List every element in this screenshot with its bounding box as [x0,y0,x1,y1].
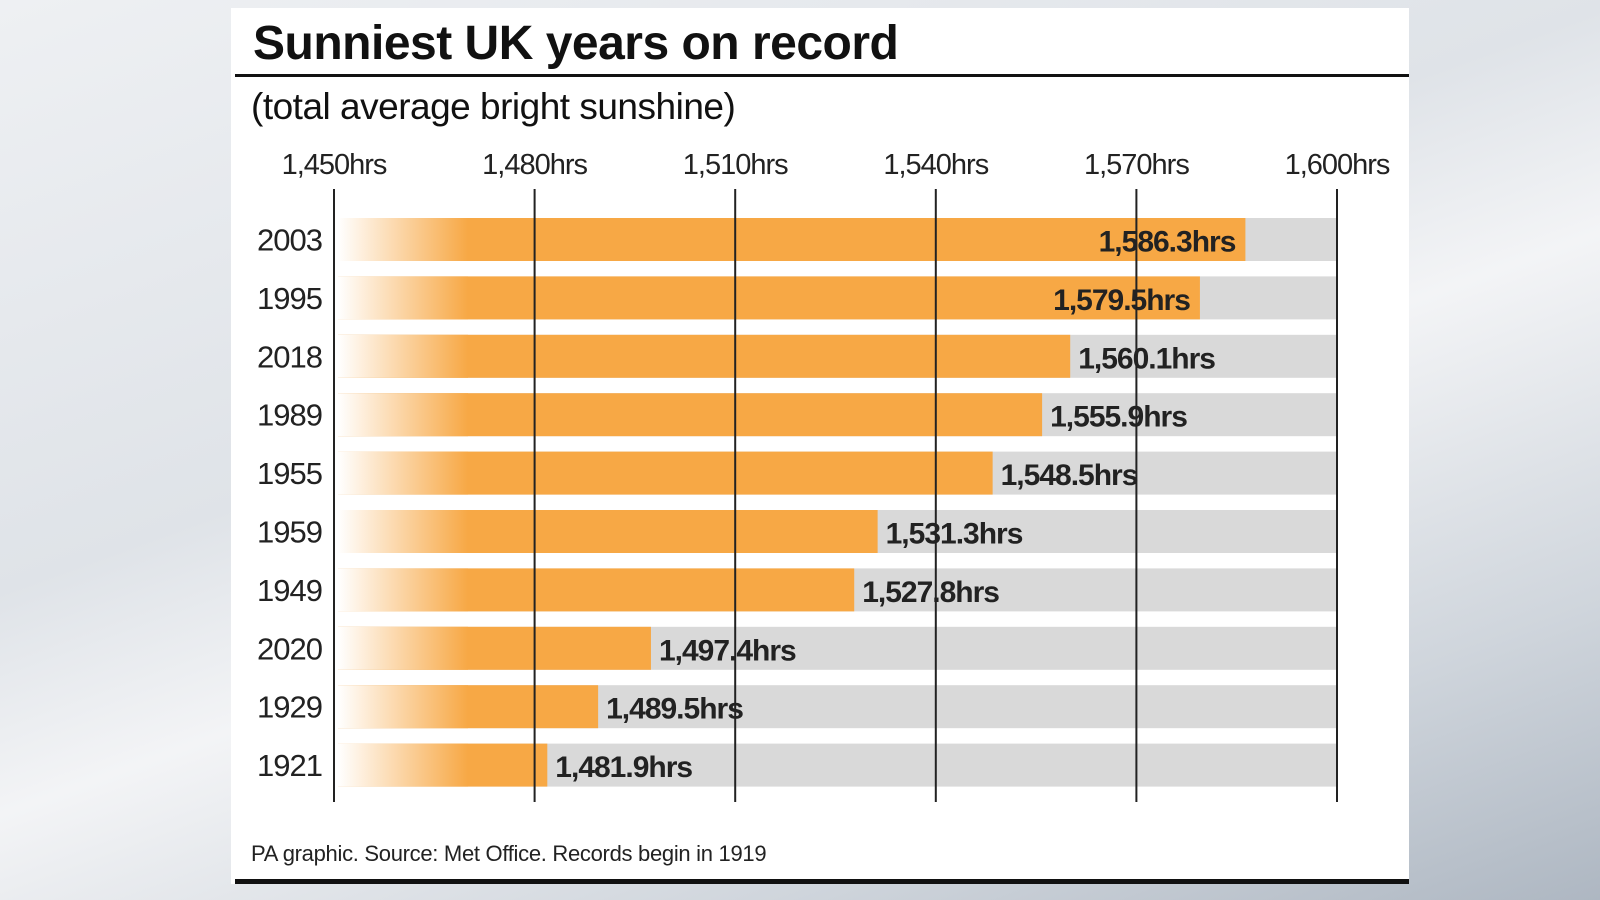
value-label: 1,560.1hrs [1078,342,1215,375]
title-divider [235,74,1409,77]
bar-fade [338,685,468,729]
tick-label: 1,600hrs [1285,149,1390,181]
value-label: 1,586.3hrs [1099,226,1236,259]
value-label: 1,579.5hrs [1053,284,1190,317]
year-label: 1929 [257,690,322,725]
bar-2003 [338,218,1246,261]
chart-title: Sunniest UK years on record [253,17,899,70]
tick-label: 1,540hrs [883,149,988,181]
bar-fade [338,276,468,320]
tick-label: 1,450hrs [282,149,387,181]
value-label: 1,489.5hrs [606,693,743,726]
tick-label: 1,510hrs [683,149,788,181]
year-label: 1995 [257,281,322,316]
year-label: 2020 [257,631,323,666]
value-label: 1,527.8hrs [862,576,999,609]
year-label: 2018 [257,339,322,374]
bar-fade [338,510,468,553]
value-label: 1,548.5hrs [1001,459,1138,492]
bar-fade [338,218,468,261]
year-label: 2003 [257,223,322,258]
year-label: 1949 [257,573,322,608]
bar-fade [338,626,468,670]
value-label: 1,497.4hrs [659,634,796,667]
bar-fade [338,568,468,612]
tick-label: 1,480hrs [482,149,587,181]
year-label: 1989 [257,398,322,433]
chart-subtitle: (total average bright sunshine) [251,86,736,127]
value-label: 1,555.9hrs [1050,401,1187,434]
bar-fade [338,451,468,495]
year-label: 1921 [257,748,322,783]
bar-fade [338,743,468,787]
value-label: 1,531.3hrs [886,518,1023,551]
bar-fade [338,334,468,378]
value-label: 1,481.9hrs [555,751,692,784]
year-label: 1955 [257,456,322,491]
tick-label: 1,570hrs [1084,149,1189,181]
year-label: 1959 [257,515,322,550]
chart-panel: Sunniest UK years on record (total avera… [231,8,1409,884]
bar-fade [338,393,468,437]
bar-1995 [338,276,1200,320]
source-footer: PA graphic. Source: Met Office. Records … [251,841,767,866]
bottom-divider [235,879,1409,884]
